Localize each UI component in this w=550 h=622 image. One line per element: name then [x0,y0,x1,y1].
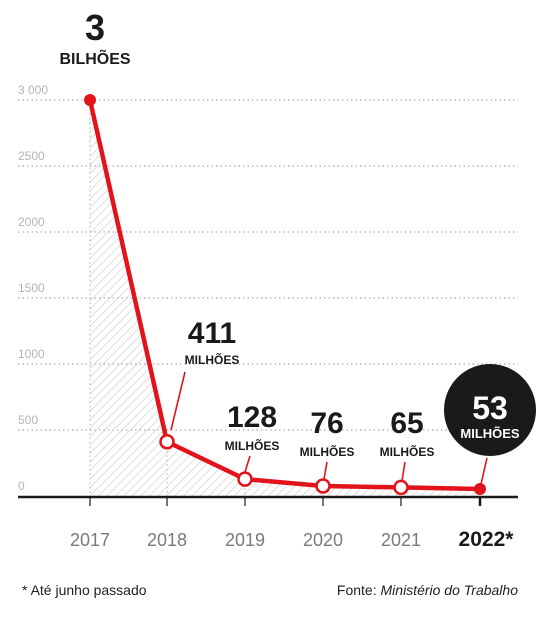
value-unit-label: MILHÕES [185,352,240,367]
y-tick-label: 2500 [18,149,45,163]
value-unit-label: BILHÕES [59,48,130,68]
data-point [393,479,409,496]
value-unit-label: MILHÕES [380,444,435,459]
y-tick-label: 3 000 [18,83,48,97]
data-point [315,478,331,494]
x-tick-label: 2018 [147,530,187,550]
value-label: 65 [390,407,423,440]
x-tick-label: 2020 [303,530,343,550]
series-line [87,97,483,492]
x-tick-label: 2017 [70,530,110,550]
data-point [159,433,175,450]
data-point [237,471,253,487]
footnote: * Até junho passado [22,582,147,598]
value-label: 3 [85,7,105,48]
leader-line [480,457,488,485]
y-tick-label: 0 [18,479,25,493]
value-label: 53 [472,390,508,426]
value-label: 128 [227,401,277,434]
x-tick-label: 2022* [459,528,515,551]
y-tick-label: 2000 [18,215,45,229]
source-prefix: Fonte: [336,582,381,598]
value-unit-label: MILHÕES [225,438,280,453]
source-name: Ministério do Trabalho [380,582,518,598]
value-unit-label: MILHÕES [460,426,520,441]
value-unit-label: MILHÕES [300,444,355,459]
leader-line [323,461,328,480]
highlight-bubble [444,364,536,456]
area-fill [90,100,480,496]
data-point [84,94,96,106]
y-tick-label: 1000 [18,347,45,361]
x-tick-label: 2021 [381,530,421,550]
leader-line [244,455,251,473]
value-label: 411 [188,317,236,350]
data-point [474,483,486,496]
y-tick-label: 1500 [18,281,45,295]
source-note: Fonte: Ministério do Trabalho [337,582,518,598]
x-tick-label: 2019 [225,530,265,550]
leader-line [170,371,186,431]
leader-line [401,461,406,482]
value-label: 76 [310,407,343,440]
y-tick-label: 500 [18,413,38,427]
